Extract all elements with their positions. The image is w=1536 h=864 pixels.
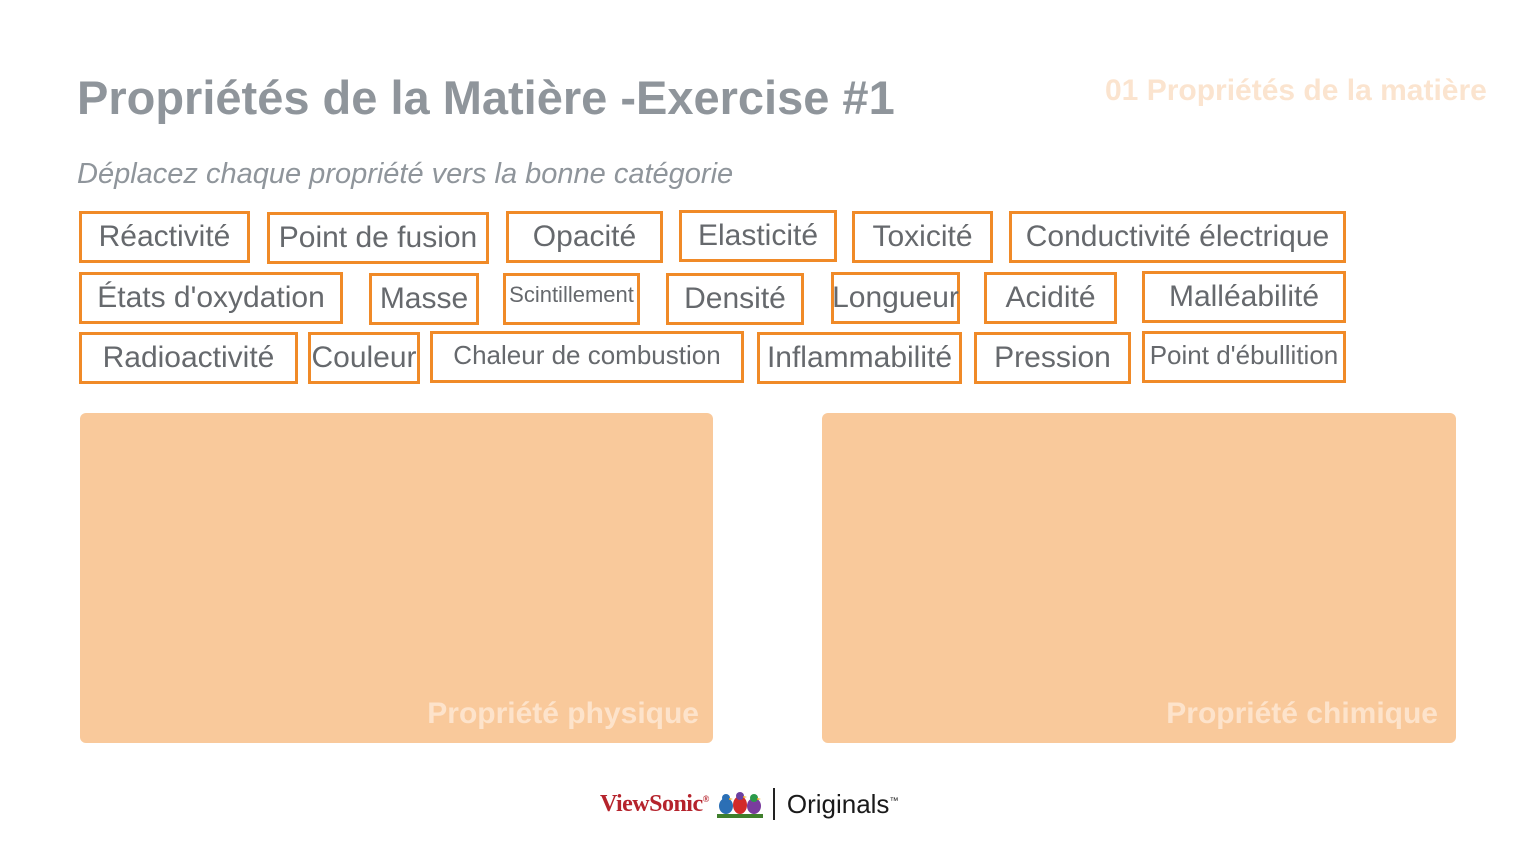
page-title: Propriétés de la Matière -Exercise #1: [77, 71, 895, 124]
draggable-chip[interactable]: Radioactivité: [79, 332, 298, 384]
drop-zone-chemical[interactable]: Propriété chimique: [822, 413, 1456, 743]
instruction-text: Déplacez chaque propriété vers la bonne …: [77, 158, 734, 190]
draggable-chip[interactable]: Pression: [974, 332, 1131, 384]
drop-zone-physical[interactable]: Propriété physique: [80, 413, 713, 743]
draggable-chip[interactable]: Toxicité: [852, 211, 993, 263]
draggable-chip[interactable]: Couleur: [308, 332, 420, 384]
draggable-chip[interactable]: Longueur: [831, 272, 960, 324]
draggable-chip[interactable]: Point de fusion: [267, 212, 489, 264]
draggable-chip[interactable]: Elasticité: [679, 210, 837, 262]
draggable-chip[interactable]: Réactivité: [79, 211, 250, 263]
viewsonic-logo: ViewSonic®: [600, 790, 709, 817]
draggable-chip[interactable]: Acidité: [984, 272, 1117, 324]
draggable-chip[interactable]: Malléabilité: [1142, 271, 1346, 323]
draggable-chip[interactable]: Inflammabilité: [757, 332, 962, 384]
draggable-chip[interactable]: Chaleur de combustion: [430, 331, 744, 383]
draggable-chip[interactable]: Conductivité électrique: [1009, 211, 1346, 263]
logo-divider: [772, 788, 775, 820]
draggable-chip[interactable]: États d'oxydation: [79, 272, 343, 324]
footer-logo: ViewSonic® Originals™: [600, 786, 898, 822]
drop-zone-physical-label: Propriété physique: [427, 697, 699, 730]
draggable-chip[interactable]: Densité: [666, 273, 804, 325]
draggable-chip[interactable]: Opacité: [506, 211, 663, 263]
draggable-chip[interactable]: Scintillement: [503, 273, 640, 325]
birds-icon: [716, 792, 763, 818]
draggable-chip[interactable]: Masse: [369, 273, 479, 325]
draggable-chip[interactable]: Point d'ébullition: [1142, 331, 1346, 383]
drop-zone-chemical-label: Propriété chimique: [1166, 697, 1438, 730]
originals-logo: Originals™: [786, 788, 899, 819]
section-label: 01 Propriétés de la matière: [1105, 74, 1487, 107]
